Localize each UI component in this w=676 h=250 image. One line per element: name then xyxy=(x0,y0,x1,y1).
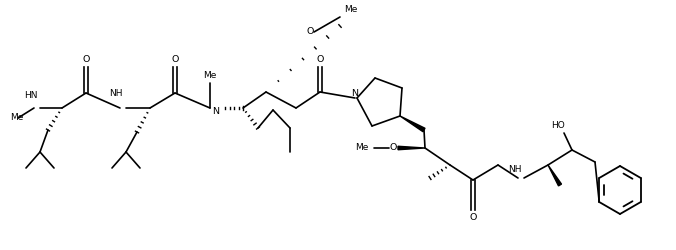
Text: N: N xyxy=(212,108,220,116)
Text: Me: Me xyxy=(344,6,358,15)
Text: NH: NH xyxy=(110,90,123,98)
Text: O: O xyxy=(171,56,178,64)
Text: HO: HO xyxy=(551,122,565,130)
Text: HN: HN xyxy=(24,90,38,100)
Text: Me: Me xyxy=(10,114,24,122)
Polygon shape xyxy=(398,146,425,150)
Text: N: N xyxy=(352,88,358,98)
Text: O: O xyxy=(469,214,477,222)
Text: O: O xyxy=(306,28,314,36)
Text: NH: NH xyxy=(508,166,522,174)
Polygon shape xyxy=(548,165,562,186)
Text: O: O xyxy=(316,56,324,64)
Polygon shape xyxy=(400,116,425,132)
Text: Me: Me xyxy=(355,144,368,152)
Text: O: O xyxy=(389,144,397,152)
Text: Me: Me xyxy=(203,72,217,80)
Text: O: O xyxy=(82,56,90,64)
